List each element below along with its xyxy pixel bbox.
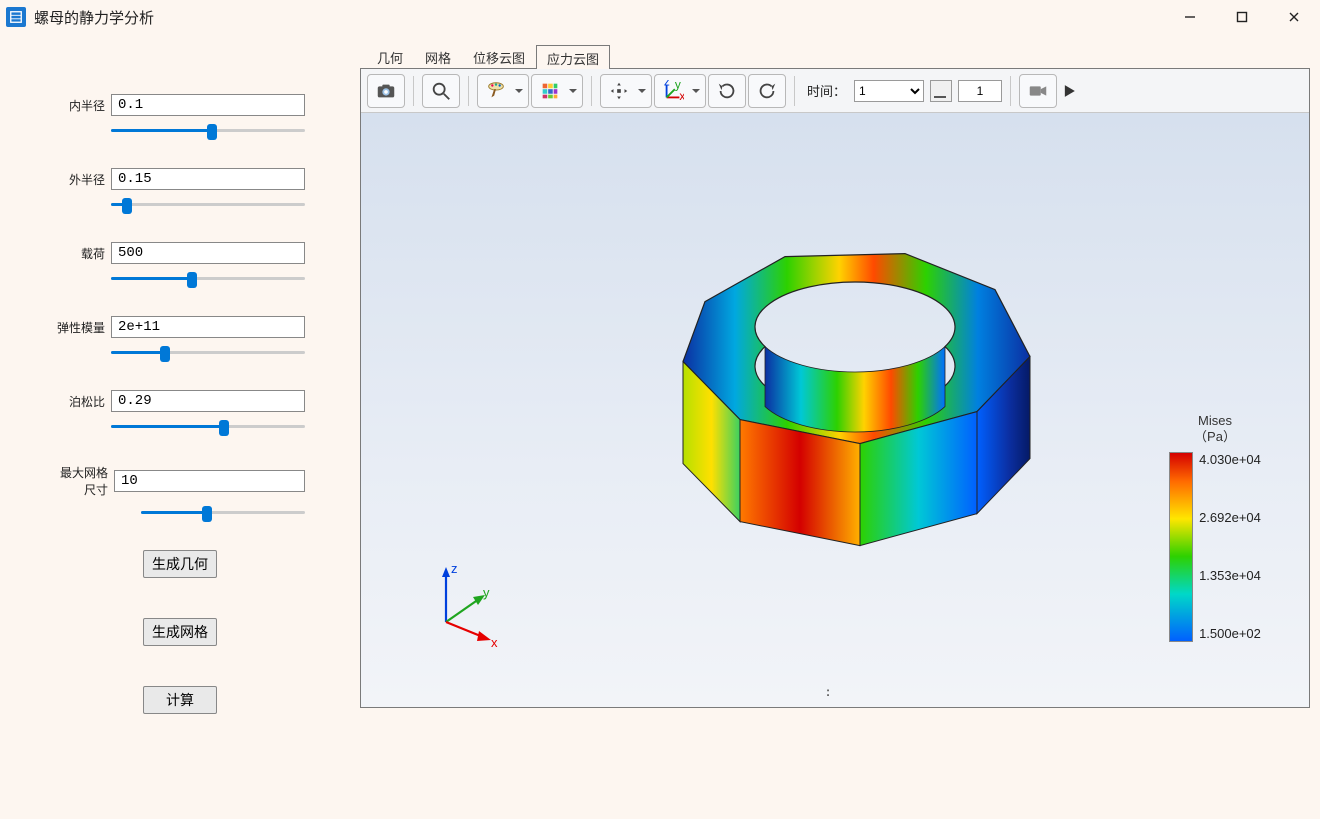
canvas[interactable]: z y x Mises（Pa） xyxy=(361,113,1309,707)
rotate-cw-button[interactable] xyxy=(708,74,746,108)
param-outer_radius: 外半径 xyxy=(55,168,305,214)
generate-geometry-button[interactable]: 生成几何 xyxy=(143,550,217,578)
time-step-button[interactable] xyxy=(930,80,952,102)
param-inner_radius: 内半径 xyxy=(55,94,305,140)
app-icon xyxy=(6,7,26,27)
svg-text:z: z xyxy=(664,80,670,89)
param-input-load[interactable] xyxy=(111,242,305,264)
colorbar: Mises（Pa） 4.030e+04 2.692e+04 1.353e+04 1.5… xyxy=(1155,413,1275,642)
colorbar-tick: 1.353e+04 xyxy=(1199,568,1261,583)
param-poisson: 泊松比 xyxy=(55,390,305,436)
window-title: 螺母的静力学分析 xyxy=(34,7,154,28)
colorbar-tick: 2.692e+04 xyxy=(1199,510,1261,525)
parameter-panel: 内半径外半径载荷弹性模量泊松比最大网格尺寸 生成几何 生成网格 计算 xyxy=(0,34,360,819)
param-label-mesh_size: 最大网格尺寸 xyxy=(55,464,108,498)
nut-render xyxy=(585,192,1085,612)
param-input-outer_radius[interactable] xyxy=(111,168,305,190)
actions-group: 生成几何 生成网格 计算 xyxy=(55,550,305,714)
param-input-inner_radius[interactable] xyxy=(111,94,305,116)
colorbar-ticks: 4.030e+04 2.692e+04 1.353e+04 1.500e+02 xyxy=(1199,452,1261,642)
status-indicator: : xyxy=(826,684,844,699)
zoom-button[interactable] xyxy=(422,74,460,108)
param-label-young: 弹性模量 xyxy=(55,319,105,336)
param-young: 弹性模量 xyxy=(55,316,305,362)
svg-text:y: y xyxy=(675,80,681,91)
param-slider-load[interactable] xyxy=(111,270,305,288)
param-input-poisson[interactable] xyxy=(111,390,305,412)
brush-dropdown[interactable] xyxy=(477,74,529,108)
viewer: zxy 时间： 1 xyxy=(360,68,1310,708)
param-mesh_size: 最大网格尺寸 xyxy=(55,464,305,522)
tab-0[interactable]: 几何 xyxy=(366,44,414,68)
param-load: 载荷 xyxy=(55,242,305,288)
tab-2[interactable]: 位移云图 xyxy=(462,44,536,68)
generate-mesh-button[interactable]: 生成网格 xyxy=(143,618,217,646)
rotate-ccw-button[interactable] xyxy=(748,74,786,108)
pan-dropdown[interactable] xyxy=(600,74,652,108)
param-label-poisson: 泊松比 xyxy=(55,393,105,410)
param-slider-young[interactable] xyxy=(111,344,305,362)
param-label-inner_radius: 内半径 xyxy=(55,97,105,114)
colorbar-tick: 1.500e+02 xyxy=(1199,626,1261,641)
colorbar-title: Mises（Pa） xyxy=(1155,413,1275,446)
maximize-button[interactable] xyxy=(1216,0,1268,34)
param-label-outer_radius: 外半径 xyxy=(55,171,105,188)
title-bar: 螺母的静力学分析 xyxy=(0,0,1320,34)
axis-view-dropdown[interactable]: zxy xyxy=(654,74,706,108)
param-slider-outer_radius[interactable] xyxy=(111,196,305,214)
time-label: 时间： xyxy=(807,81,846,100)
tab-strip: 几何网格位移云图应力云图 xyxy=(360,44,1310,68)
time-select[interactable]: 1 xyxy=(854,80,924,102)
param-slider-poisson[interactable] xyxy=(111,418,305,436)
snapshot-button[interactable] xyxy=(367,74,405,108)
time-input[interactable] xyxy=(958,80,1002,102)
param-label-load: 载荷 xyxy=(55,245,105,262)
close-button[interactable] xyxy=(1268,0,1320,34)
tab-1[interactable]: 网格 xyxy=(414,44,462,68)
viewer-toolbar: zxy 时间： 1 xyxy=(361,69,1309,113)
play-button[interactable] xyxy=(1059,74,1079,108)
colorbar-tick: 4.030e+04 xyxy=(1199,452,1261,467)
axis-triad: z y x xyxy=(421,557,511,647)
param-slider-mesh_size[interactable] xyxy=(141,504,305,522)
svg-text:y: y xyxy=(483,585,490,600)
window-controls xyxy=(1164,0,1320,34)
colormap-dropdown[interactable] xyxy=(531,74,583,108)
minimize-button[interactable] xyxy=(1164,0,1216,34)
tab-3[interactable]: 应力云图 xyxy=(536,45,610,69)
svg-text:x: x xyxy=(491,635,498,647)
param-slider-inner_radius[interactable] xyxy=(111,122,305,140)
result-panel: 几何网格位移云图应力云图 xyxy=(360,34,1320,819)
param-input-young[interactable] xyxy=(111,316,305,338)
compute-button[interactable]: 计算 xyxy=(143,686,217,714)
param-input-mesh_size[interactable] xyxy=(114,470,305,492)
svg-text:z: z xyxy=(451,561,458,576)
colorbar-gradient xyxy=(1169,452,1193,642)
record-button[interactable] xyxy=(1019,74,1057,108)
